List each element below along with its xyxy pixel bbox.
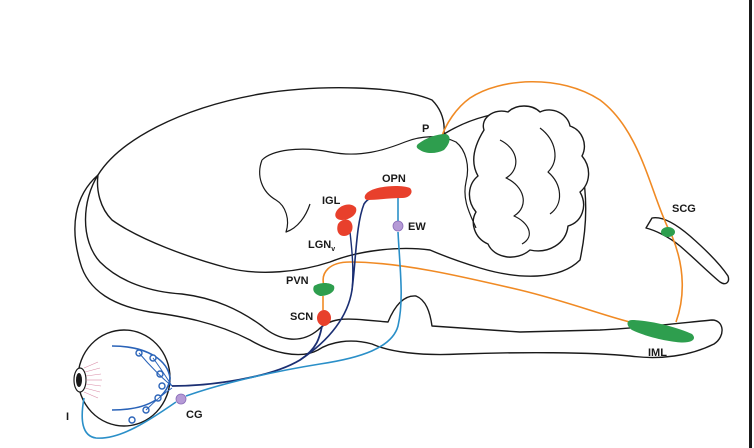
retina-to-lgn-pathway: [349, 231, 354, 291]
scg-to-pineal-pathway: [441, 80, 669, 229]
pineal-gland: [416, 134, 450, 153]
pvn-to-iml-pathway: [322, 261, 639, 325]
retinohypothalamic-tract: [171, 325, 323, 387]
label-iris: I: [66, 411, 69, 423]
igl-nucleus: [335, 204, 357, 220]
lgn-nucleus: [337, 219, 353, 236]
label-p: P: [422, 123, 429, 135]
pvn-nucleus: [313, 283, 335, 296]
cerebellum-outline: [468, 105, 590, 258]
label-cg: CG: [186, 409, 203, 421]
eyeball-outline: [77, 329, 171, 427]
midbrain-contour: [261, 136, 477, 229]
label-lgn-subscript: v: [331, 246, 335, 253]
label-opn: OPN: [382, 173, 406, 185]
label-pvn: PVN: [286, 275, 309, 287]
ciliary-ganglion: [175, 393, 187, 405]
brain-outline: [74, 174, 723, 359]
cortex-outline: [96, 87, 587, 277]
scn-nucleus: [317, 310, 331, 326]
cerebellum-fold: [539, 127, 561, 215]
label-ew: EW: [408, 221, 426, 233]
iml-column: [627, 320, 695, 343]
label-scg: SCG: [672, 203, 696, 215]
label-scn: SCN: [290, 311, 313, 323]
iris-striations: [83, 361, 102, 399]
label-iml: IML: [648, 347, 667, 359]
retinal-axons: [138, 352, 173, 411]
ew-nucleus: [392, 220, 404, 232]
cerebellum-fold: [499, 139, 530, 245]
ew-to-cg-pathway: [185, 231, 402, 397]
opn-nucleus: [364, 186, 412, 200]
scg-ganglion: [661, 227, 675, 237]
pupil: [76, 373, 82, 387]
label-lgn: LGNv: [308, 239, 335, 253]
right-edge-rule: [749, 0, 752, 448]
cg-to-iris-pathway: [81, 397, 177, 439]
label-igl: IGL: [322, 195, 341, 207]
eye: [73, 329, 173, 427]
spinal-branch-outline: [645, 217, 730, 285]
label-lgn-main: LGN: [308, 239, 331, 251]
iml-to-scg-pathway: [671, 235, 684, 323]
thalamus-contour: [259, 159, 311, 233]
